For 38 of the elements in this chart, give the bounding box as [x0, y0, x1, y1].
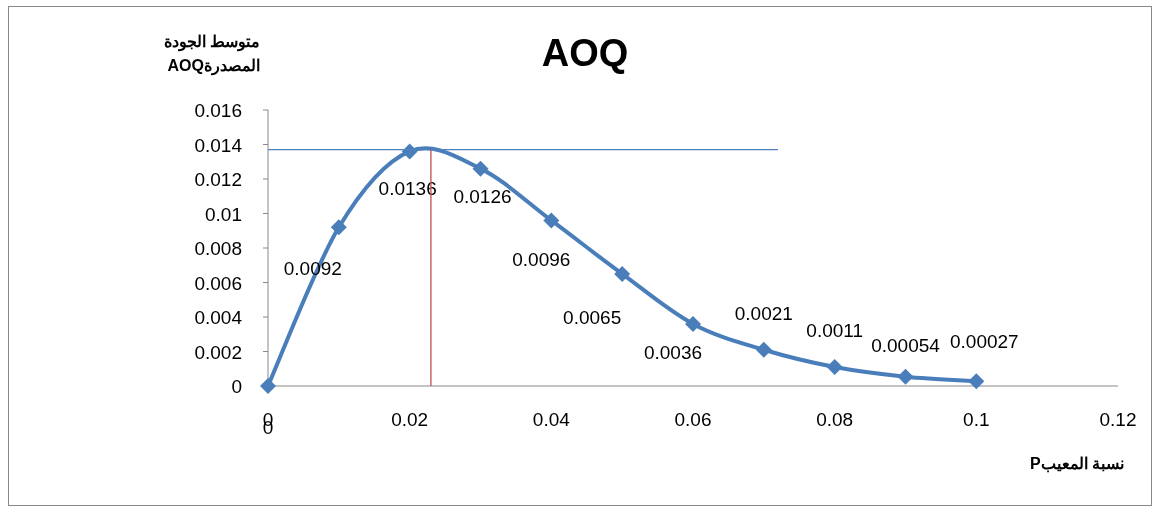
y-tick-label: 0 — [231, 376, 242, 397]
data-label: 0.0021 — [734, 302, 793, 324]
point — [614, 265, 631, 282]
data-label: 0.0096 — [512, 249, 571, 271]
y-tick-label: 0.012 — [194, 169, 242, 190]
data-label: 0.0126 — [453, 185, 512, 207]
point — [330, 219, 347, 236]
y-tick-label: 0.01 — [205, 203, 242, 225]
y-tick-label: 0.006 — [194, 272, 242, 294]
x-tick-label: 0.02 — [391, 409, 429, 430]
chart-title: AOQ — [541, 32, 629, 74]
data-label: 0.00027 — [949, 331, 1019, 353]
y-tick-label: 0.004 — [194, 307, 243, 328]
data-label: 0.0011 — [806, 320, 864, 342]
point — [826, 359, 843, 376]
point — [472, 160, 489, 177]
data-label: 0.00054 — [871, 334, 941, 356]
point — [755, 341, 772, 358]
point — [968, 373, 985, 390]
y-tick-label: 0.014 — [194, 134, 243, 156]
data-label: 0.0136 — [378, 178, 437, 200]
x-tick-label: 0.12 — [1099, 409, 1137, 430]
x-tick-label: 0.06 — [674, 409, 712, 430]
point — [897, 368, 914, 385]
x-tick-label: 0.08 — [816, 409, 854, 430]
x-tick-label: 0.04 — [532, 409, 571, 430]
y-axis-title: متوسط الجودة المصدرةAOQ — [162, 32, 260, 78]
point — [543, 212, 560, 229]
y-tick-label: 0.008 — [194, 238, 242, 259]
x-axis-title: نسبة المعيبP — [1028, 454, 1124, 475]
data-label: 0.0065 — [563, 306, 622, 328]
data-label: 0.0036 — [643, 341, 703, 363]
point — [260, 378, 276, 394]
point — [401, 143, 418, 160]
y-tick-label: 0.016 — [194, 100, 242, 121]
y-tick-label: 0.002 — [194, 341, 242, 363]
point — [685, 315, 701, 332]
x-tick-label: 0.1 — [963, 409, 990, 430]
